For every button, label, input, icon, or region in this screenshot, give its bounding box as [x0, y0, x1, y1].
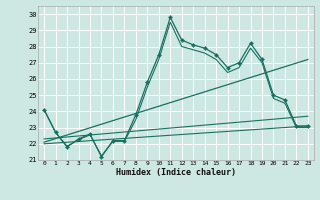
- X-axis label: Humidex (Indice chaleur): Humidex (Indice chaleur): [116, 168, 236, 177]
